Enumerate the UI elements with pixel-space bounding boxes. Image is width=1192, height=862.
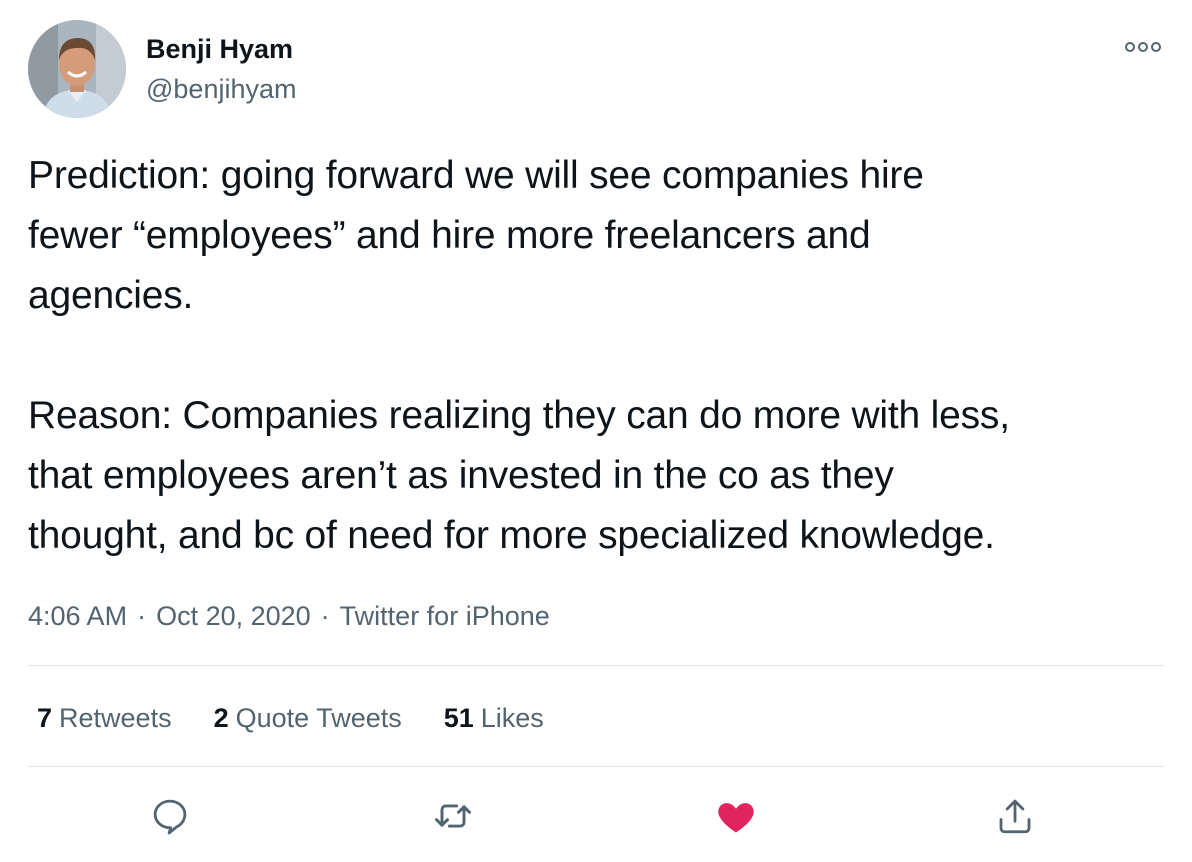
quote-tweets-label: Quote Tweets	[235, 703, 402, 733]
avatar-photo	[28, 20, 126, 118]
tweet-paragraph: Reason: Companies realizing they can do …	[28, 394, 1010, 557]
meta-separator: ·	[137, 601, 147, 631]
author-name[interactable]: Benji Hyam	[146, 34, 294, 64]
retweet-icon	[435, 804, 471, 828]
share-icon	[999, 799, 1031, 834]
likes-stat[interactable]: 51 Likes	[444, 700, 544, 736]
retweets-count: 7	[37, 703, 53, 733]
retweets-stat[interactable]: 7 Retweets	[37, 700, 172, 736]
avatar[interactable]	[28, 20, 126, 118]
tweet-paragraph: Prediction: going forward we will see co…	[28, 154, 924, 317]
quote-tweets-count: 2	[213, 703, 229, 733]
tweet-metadata: 4:06 AM · Oct 20, 2020 · Twitter for iPhone	[28, 598, 550, 634]
meta-separator: ·	[320, 601, 330, 631]
reply-button[interactable]	[140, 786, 200, 846]
divider	[28, 665, 1164, 666]
retweets-label: Retweets	[59, 703, 172, 733]
like-button[interactable]	[706, 786, 766, 846]
tweet-time[interactable]: 4:06 AM	[28, 601, 128, 631]
action-bar	[0, 786, 1192, 846]
retweet-button[interactable]	[423, 786, 483, 846]
tweet-date[interactable]: Oct 20, 2020	[156, 601, 311, 631]
divider	[28, 766, 1164, 767]
more-dots-icon	[1125, 42, 1161, 52]
likes-count: 51	[443, 703, 474, 733]
tweet-text: Prediction: going forward we will see co…	[28, 146, 1168, 566]
share-button[interactable]	[985, 786, 1045, 846]
heart-icon	[718, 803, 754, 833]
more-options-button[interactable]	[1120, 32, 1166, 62]
quote-tweets-stat[interactable]: 2 Quote Tweets	[214, 700, 402, 736]
reply-icon	[153, 799, 187, 835]
engagement-stats: 7 Retweets 2 Quote Tweets 51 Likes	[37, 700, 544, 736]
tweet-source[interactable]: Twitter for iPhone	[339, 601, 550, 631]
likes-label: Likes	[480, 703, 544, 733]
author-handle[interactable]: @benjihyam	[146, 74, 297, 104]
